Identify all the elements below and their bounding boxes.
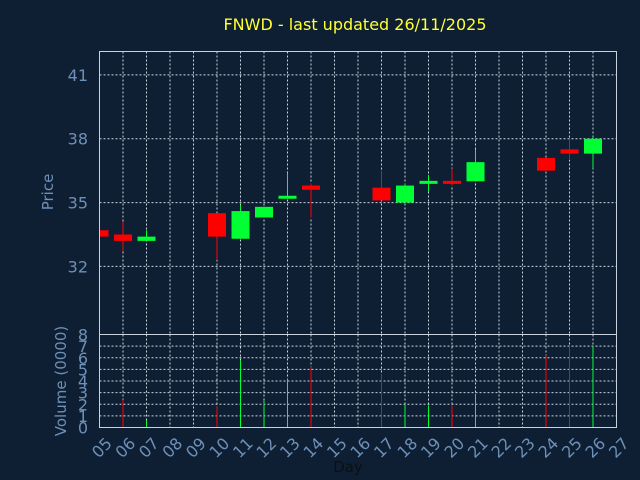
- candle-body: [419, 180, 438, 184]
- candle-body: [208, 213, 226, 237]
- price-axis-label: Price: [39, 174, 57, 211]
- candle-body: [584, 138, 602, 154]
- price-tick-label: 41: [68, 66, 88, 85]
- volume-tick-label: 8: [78, 326, 88, 345]
- candle-body: [443, 180, 461, 184]
- x-axis-label: Day: [333, 458, 363, 476]
- candle-body: [560, 149, 579, 154]
- volume-tick-label: 7: [78, 337, 88, 356]
- price-tick-label: 38: [68, 130, 88, 149]
- volume-tick-label: 5: [78, 360, 88, 379]
- candle-body: [302, 185, 320, 190]
- volume-tick-label: 4: [78, 372, 88, 391]
- candle-body: [255, 206, 273, 218]
- volume-tick-label: 3: [78, 384, 88, 403]
- volume-plot-frame: [99, 334, 617, 428]
- candle-body: [137, 236, 156, 241]
- candle-body: [231, 211, 250, 239]
- candle-body: [396, 185, 414, 203]
- candle-body: [114, 234, 132, 241]
- price-tick-label: 35: [68, 194, 88, 213]
- price-tick-label: 32: [68, 257, 88, 276]
- candle-body: [466, 162, 485, 182]
- candle-body: [278, 195, 297, 199]
- price-panel: 32 35 38 41: [68, 51, 617, 335]
- volume-tick-label: 6: [78, 349, 88, 368]
- volume-tick-label: 1: [78, 407, 88, 426]
- candle-body: [372, 187, 391, 201]
- volume-tick-label: 0: [78, 419, 88, 438]
- chart-title: FNWD - last updated 26/11/2025: [223, 15, 486, 34]
- x-tick-label: 27: [605, 434, 633, 462]
- volume-tick-label: 2: [78, 395, 88, 414]
- volume-axis-label: Volume (0000): [52, 326, 70, 436]
- candle-body: [537, 157, 555, 171]
- candle-body: [99, 230, 109, 237]
